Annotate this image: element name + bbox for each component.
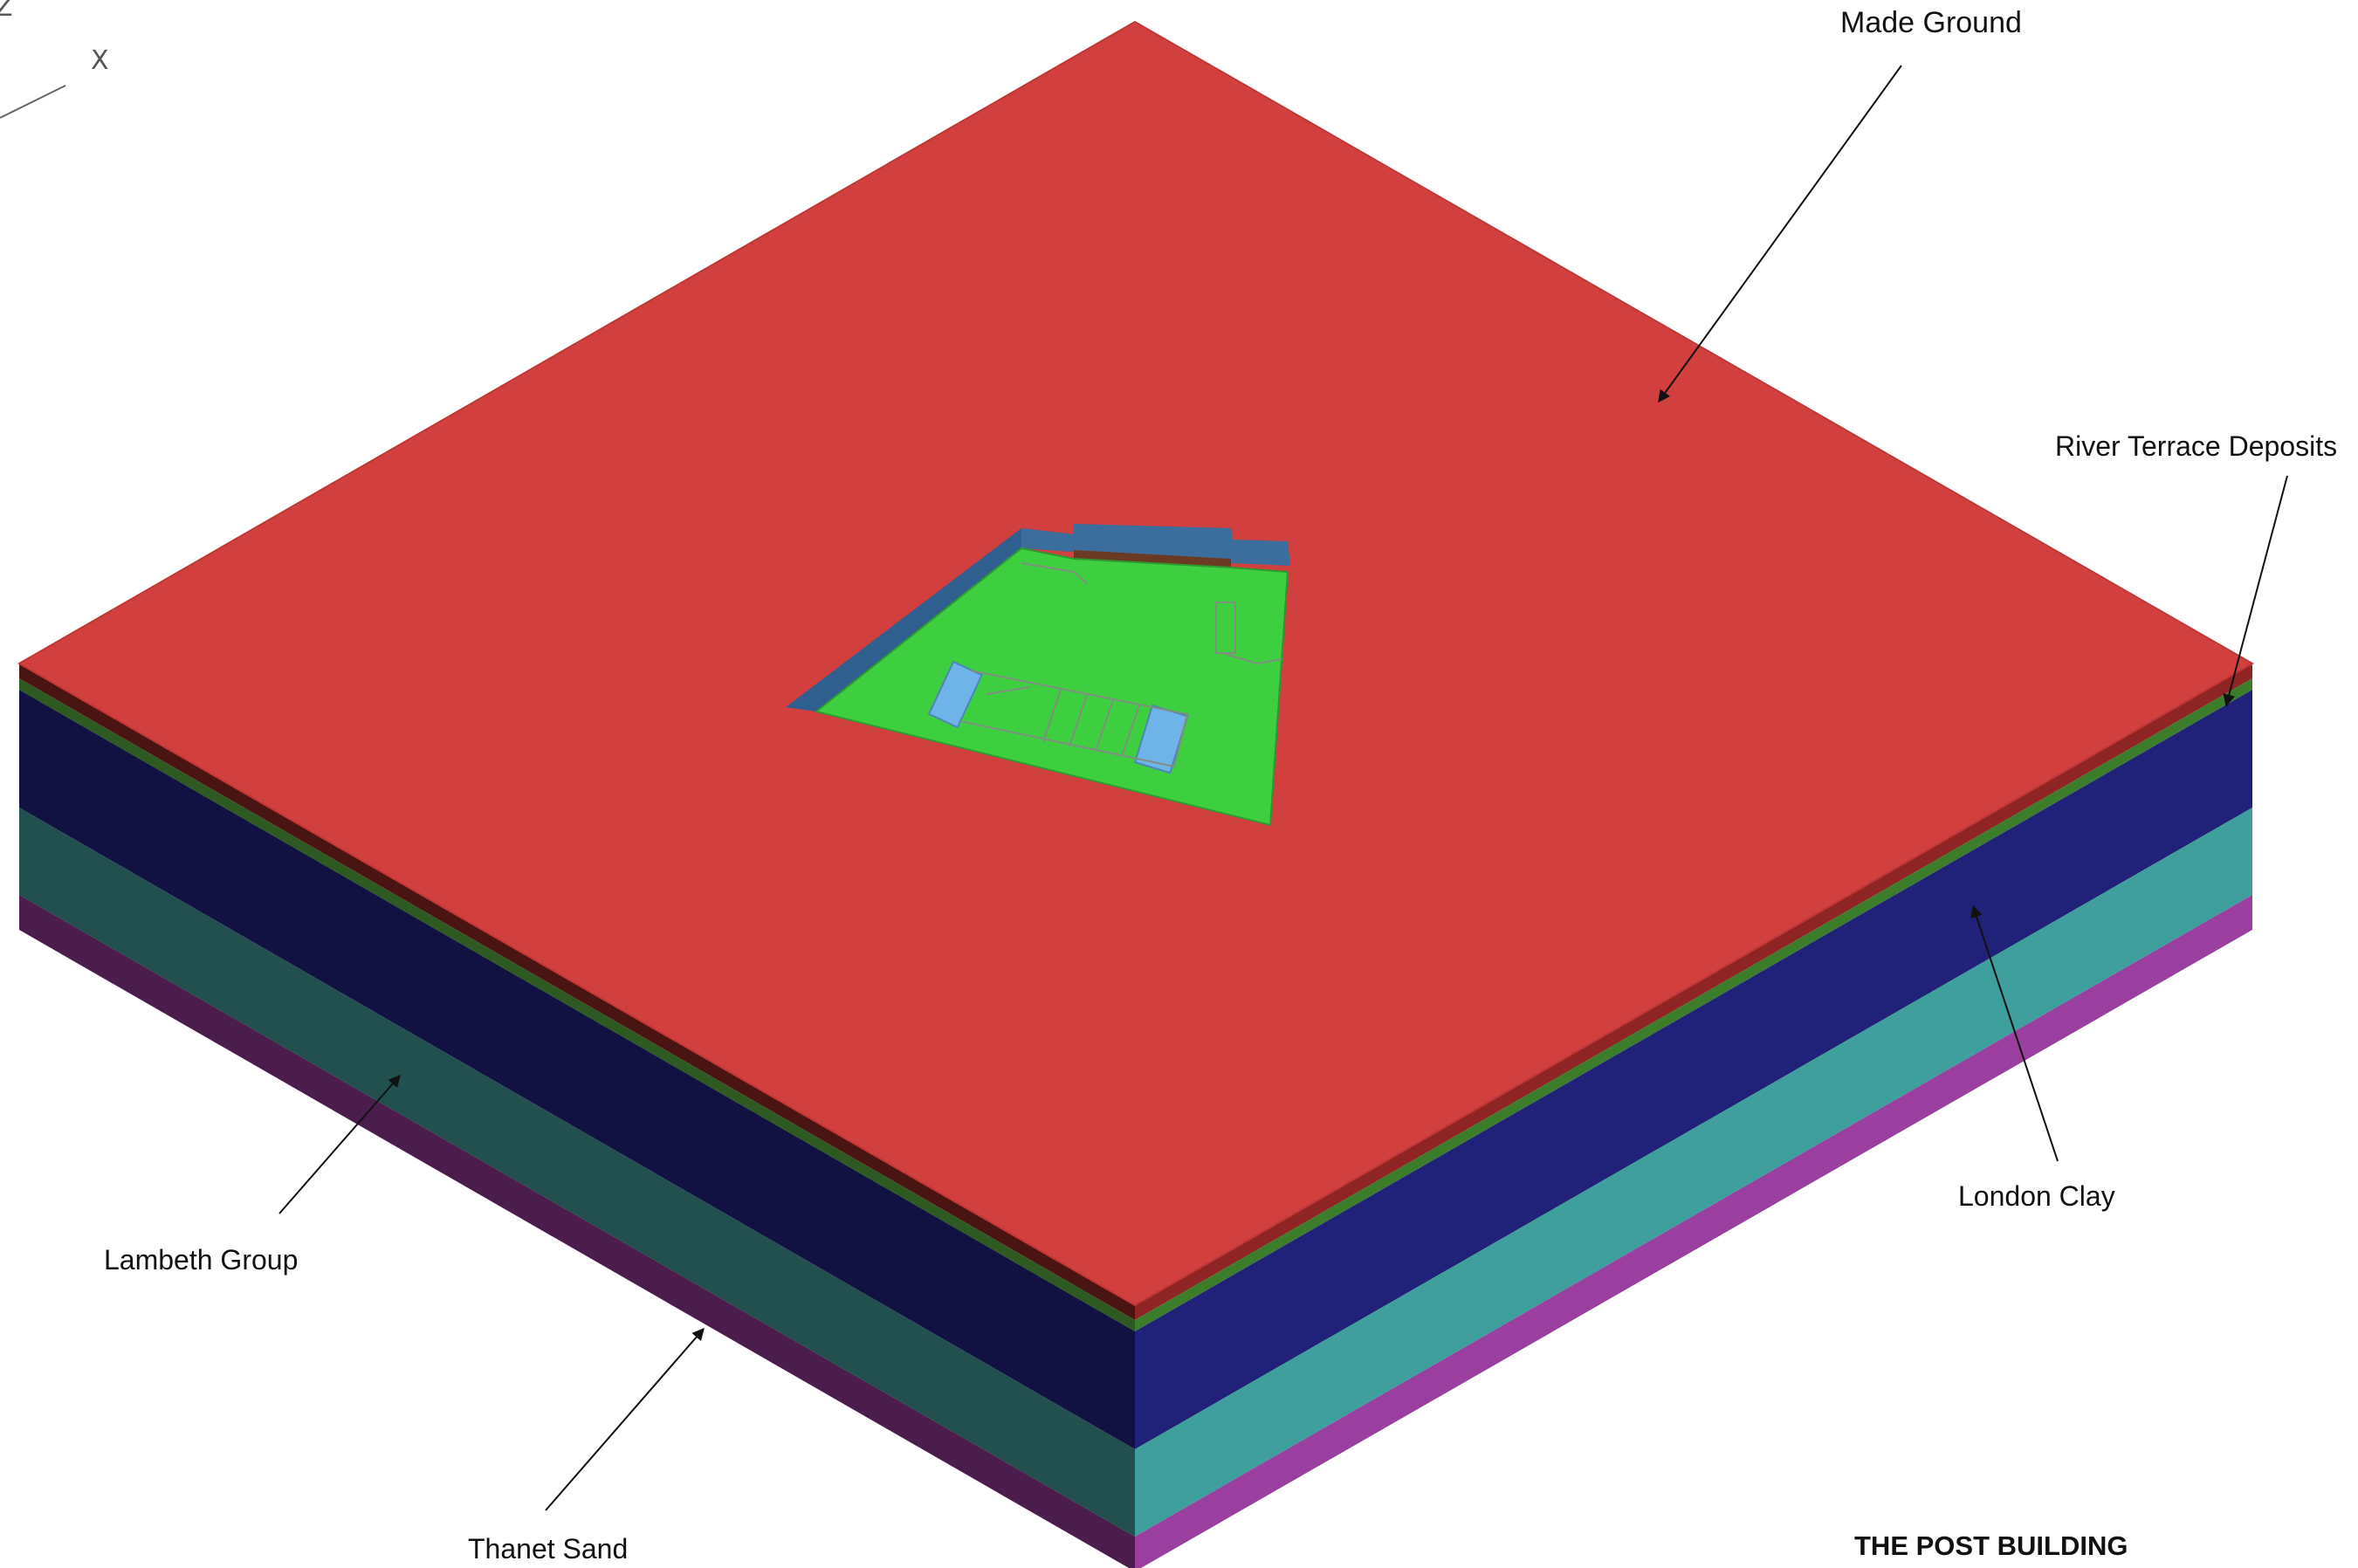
london-clay-label: London Clay xyxy=(1958,1180,2115,1212)
left-london-clay xyxy=(19,690,1135,1449)
right-lambeth-group xyxy=(1135,808,2252,1537)
z-axis-label: Z xyxy=(0,0,13,23)
right-london-clay xyxy=(1135,690,2252,1449)
river-terrace-label: River Terrace Deposits xyxy=(2055,430,2337,462)
model-right-face xyxy=(1135,664,2252,1568)
left-made-ground-edge xyxy=(19,664,1135,1320)
diagram-title: THE POST BUILDING xyxy=(1854,1530,2128,1561)
excavation-wall-top xyxy=(1021,524,1290,566)
river-terrace-leader xyxy=(2223,475,2288,707)
excavation-outlines xyxy=(959,562,1282,768)
thanet-sand-label: Thanet Sand xyxy=(468,1533,628,1565)
right-thanet-sand xyxy=(1135,895,2252,1568)
x-axis-label: X xyxy=(91,45,109,76)
excavation xyxy=(786,524,1290,827)
made-ground-leader xyxy=(1658,65,1902,403)
x-axis-line xyxy=(0,85,66,119)
left-lambeth-group xyxy=(19,808,1135,1537)
made-ground-label: Made Ground xyxy=(1840,6,2022,39)
layer-labels: Made Ground River Terrace Deposits Londo… xyxy=(104,6,2337,1565)
london-clay-leader xyxy=(1970,904,2059,1162)
excavation-wall-left xyxy=(786,528,1074,712)
left-river-terrace xyxy=(19,678,1135,1331)
leader-lines xyxy=(278,65,2288,1511)
thanet-sand-leader xyxy=(545,1327,705,1511)
right-river-terrace xyxy=(1135,678,2252,1331)
pad-left xyxy=(927,660,983,729)
model-left-face xyxy=(19,664,1135,1568)
left-thanet-sand xyxy=(19,895,1135,1568)
lambeth-group-label: Lambeth Group xyxy=(104,1244,298,1276)
excavation-wall-brown xyxy=(1074,550,1231,567)
lambeth-group-leader xyxy=(278,1074,401,1214)
axis-triad: X Z xyxy=(0,0,109,119)
right-made-ground-edge xyxy=(1135,664,2252,1320)
